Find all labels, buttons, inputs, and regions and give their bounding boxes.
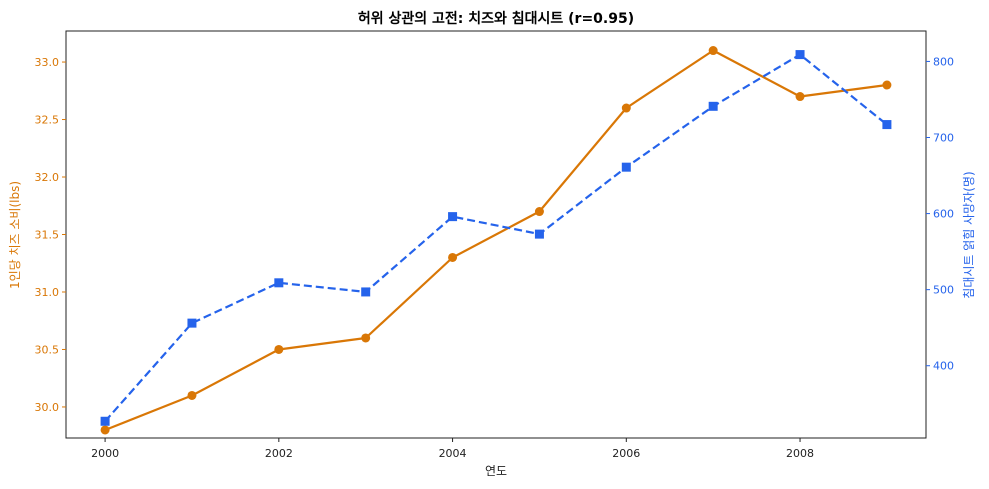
cheese-data-point <box>274 344 284 354</box>
left-y-axis-label: 1인당 치즈 소비(lbs) <box>8 181 22 289</box>
right-y-tick-label: 400 <box>933 360 954 373</box>
cheese-data-point <box>882 80 892 90</box>
left-y-tick-label: 31.0 <box>35 286 60 299</box>
bedsheet-data-point <box>448 212 458 222</box>
right-y-tick-label: 700 <box>933 132 954 145</box>
plot-area: 2000 2002 2004 2006 2008 30.0 30.5 31.0 31.5 32.0… <box>35 30 954 460</box>
cheese-data-point <box>708 46 718 56</box>
x-tick-label: 2008 <box>786 447 814 460</box>
bedsheet-data-point <box>795 50 805 60</box>
right-y-tick-label: 600 <box>933 208 954 221</box>
right-y-axis-label: 침대시트 얽힘 사망자(명) <box>962 171 976 298</box>
bedsheet-data-point <box>534 229 544 239</box>
cheese-data-point <box>100 425 110 435</box>
x-tick-label: 2002 <box>265 447 293 460</box>
left-y-tick-label: 30.0 <box>35 401 60 414</box>
bedsheet-data-point <box>100 416 110 426</box>
right-y-tick-label: 800 <box>933 55 954 68</box>
cheese-data-point <box>795 92 805 102</box>
bedsheet-data-point <box>274 278 284 288</box>
cheese-data-point <box>621 103 631 113</box>
left-y-tick-label: 31.5 <box>35 229 60 242</box>
chart-title: 허위 상관의 고전: 치즈와 침대시트 (r=0.95) <box>358 10 634 27</box>
left-y-tick-label: 32.0 <box>35 171 60 184</box>
left-y-tick-label: 33.0 <box>35 56 60 69</box>
bedsheet-data-point <box>621 162 631 172</box>
x-tick-label: 2004 <box>439 447 467 460</box>
cheese-data-point <box>361 333 371 343</box>
left-y-tick-label: 32.5 <box>35 114 60 127</box>
bedsheet-series-line <box>104 53 888 423</box>
cheese-data-point <box>448 252 458 262</box>
bedsheet-data-point <box>882 120 892 130</box>
left-y-tick-label: 30.5 <box>35 343 60 356</box>
cheese-series-line <box>104 49 888 432</box>
cheese-data-point <box>534 207 544 217</box>
x-tick-label: 2000 <box>91 447 119 460</box>
x-tick-label: 2006 <box>612 447 640 460</box>
bedsheet-data-point <box>708 101 718 111</box>
cheese-data-point <box>187 390 197 400</box>
bedsheet-data-point <box>361 287 371 297</box>
bedsheet-data-point <box>187 318 197 328</box>
right-y-tick-label: 500 <box>933 284 954 297</box>
x-axis-label: 연도 <box>485 464 507 478</box>
